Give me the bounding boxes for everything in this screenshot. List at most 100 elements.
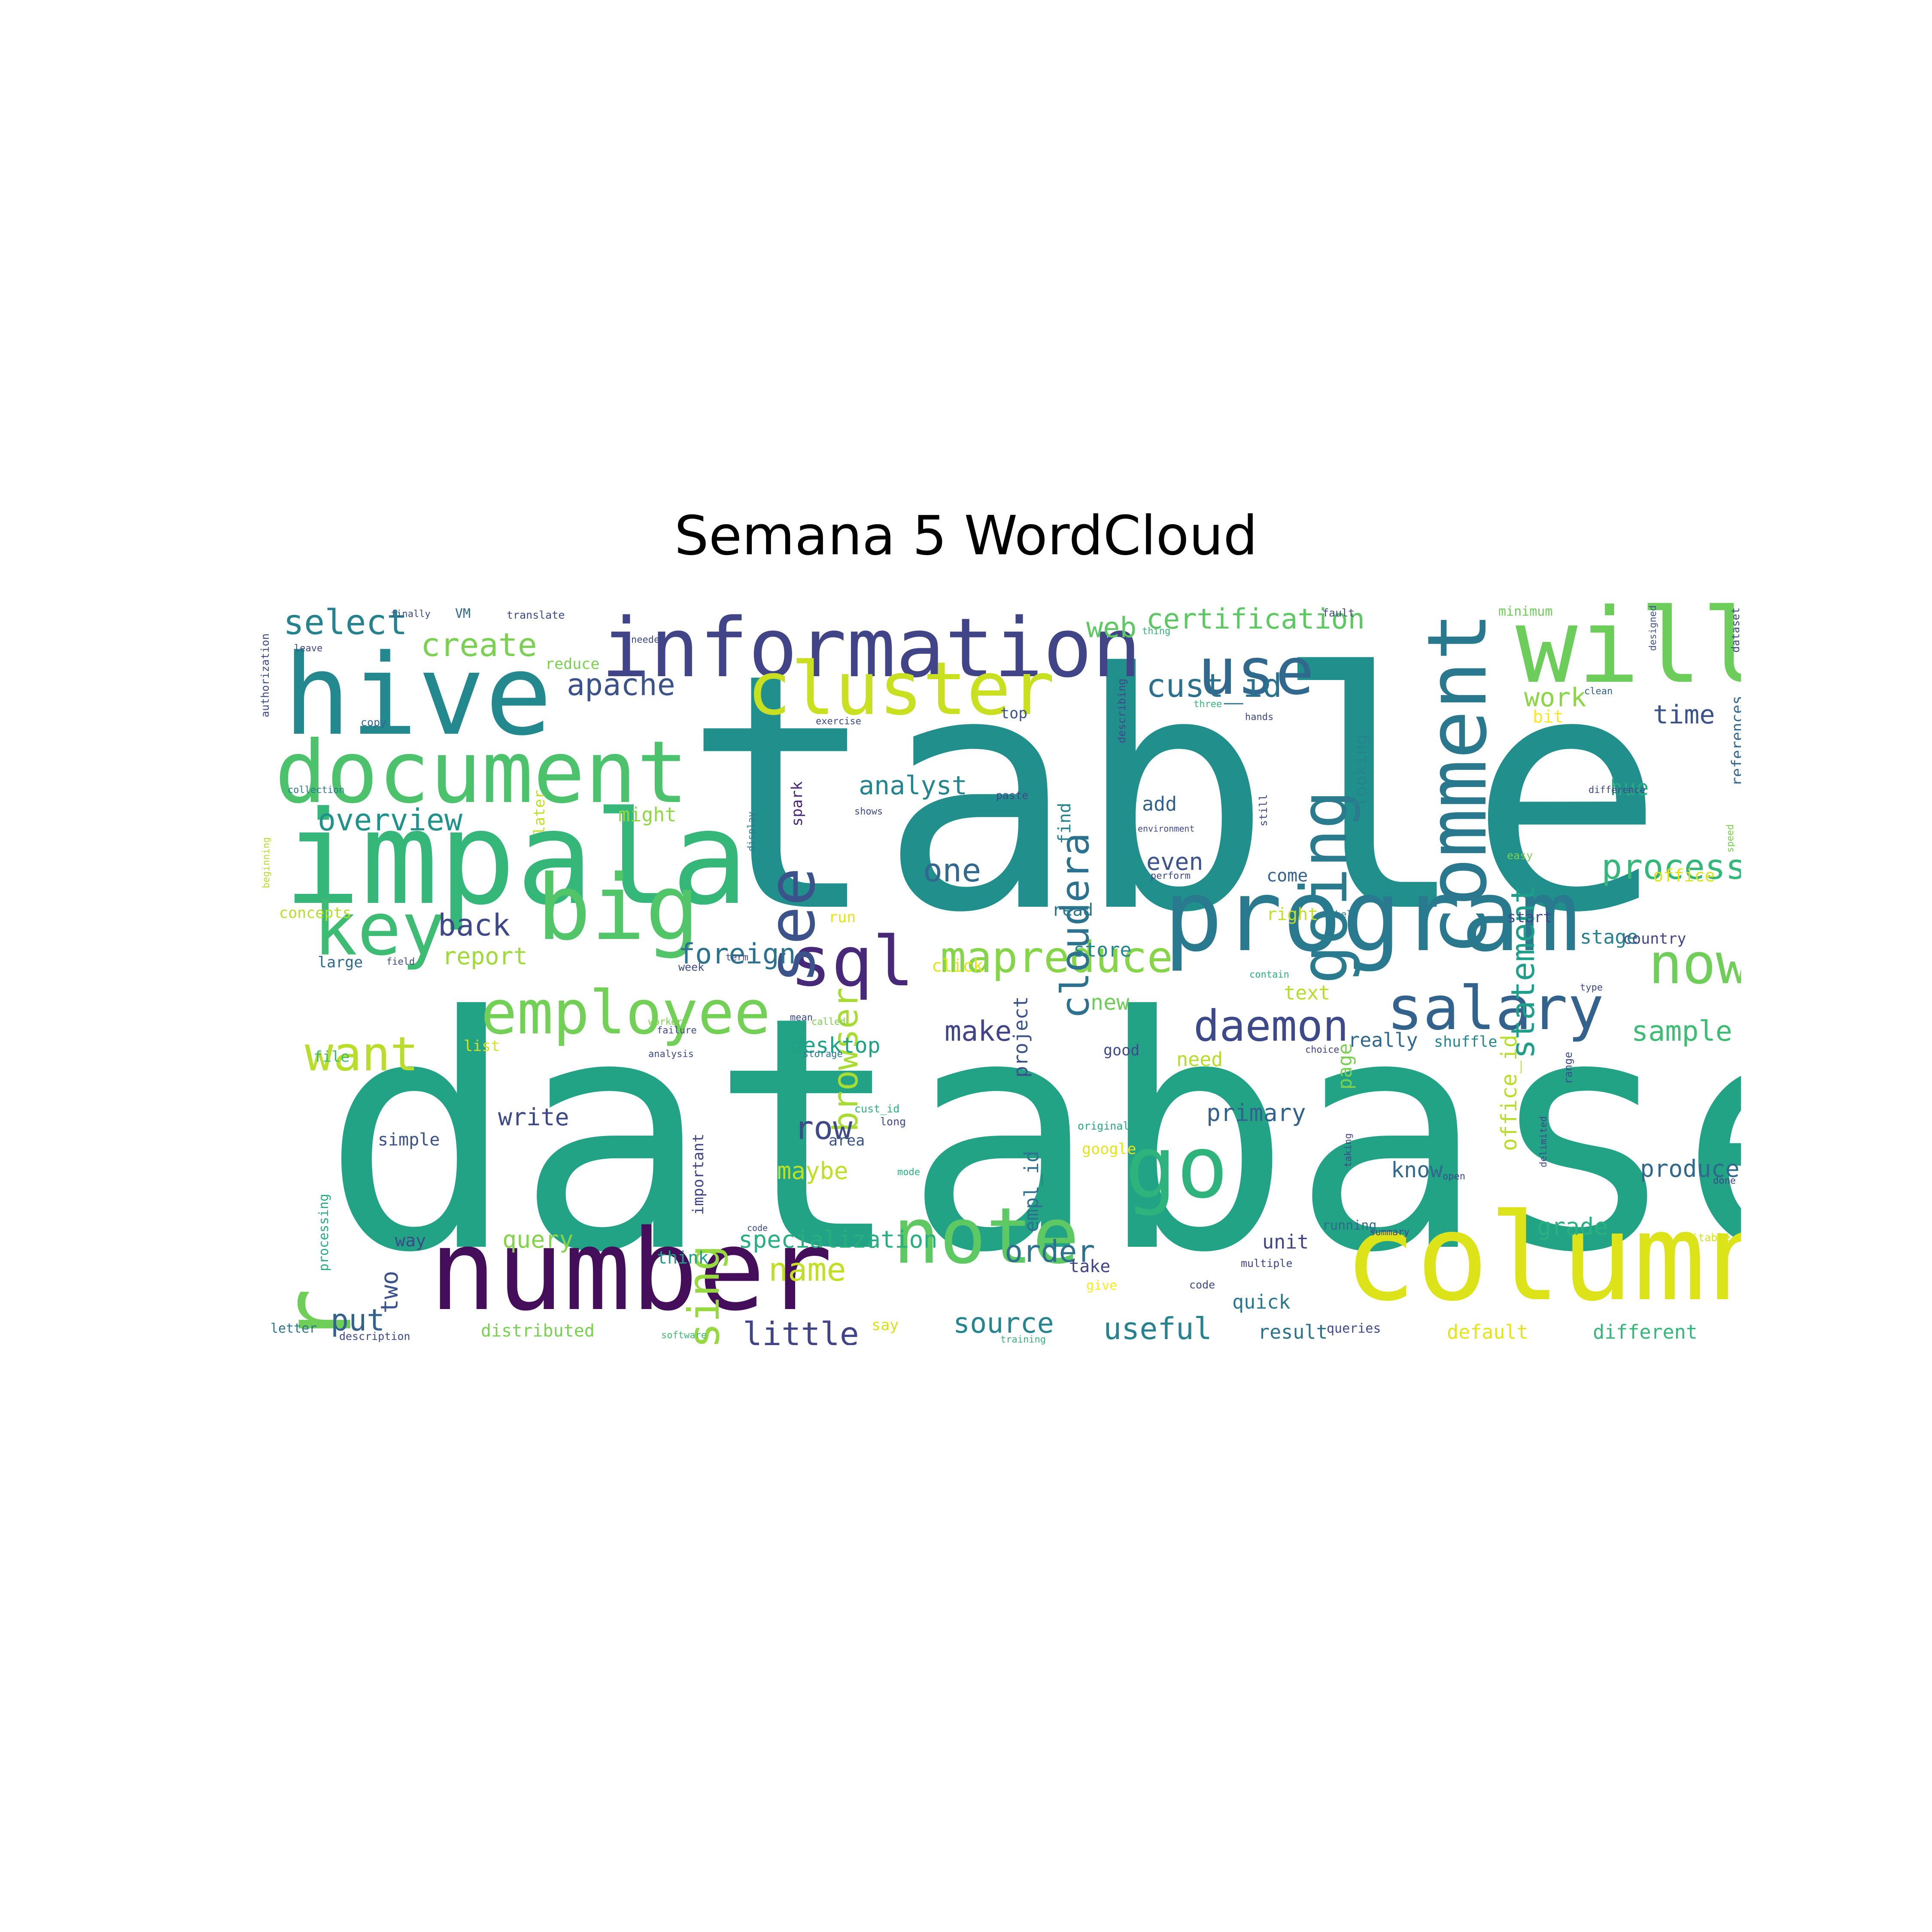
word-shuffle: shuffle [1434, 1033, 1498, 1051]
word-office-id: office_id [1497, 1035, 1522, 1151]
word-suitable: suitable [1679, 1231, 1731, 1244]
word-say: say [872, 1317, 899, 1334]
word-make: make [945, 1015, 1012, 1048]
word-find: find [1055, 802, 1075, 844]
word-looking: looking [1351, 734, 1371, 807]
word-little: little [743, 1315, 859, 1346]
word-beginning: beginning [261, 837, 272, 888]
word-shows: shows [854, 806, 883, 817]
word-done: done [1713, 1176, 1736, 1186]
word-default: default [1447, 1321, 1528, 1343]
word-display: display [746, 811, 757, 851]
word-summary: summary [1370, 1227, 1410, 1238]
word-really: really [1348, 1029, 1418, 1051]
word-row: row [794, 1109, 853, 1147]
word-put: put [331, 1303, 385, 1338]
word-later: later [531, 790, 548, 835]
word-hive: hive [283, 631, 553, 760]
word-choice: choice [1305, 1045, 1340, 1055]
word-comment: comment [1410, 612, 1505, 956]
word-note: note [893, 1191, 1079, 1281]
word-read: read [1052, 900, 1094, 920]
word-reduce: reduce [545, 656, 600, 673]
word-foreign: foreign [678, 938, 796, 970]
word-translate: translate [507, 609, 565, 621]
word-maybe: maybe [777, 1157, 848, 1185]
word-back: back [438, 908, 510, 943]
word-report: report [442, 942, 528, 970]
word-document: document [275, 723, 689, 823]
word-needed: needed [631, 635, 665, 645]
word-called: called [811, 1017, 846, 1027]
word-good: good [1103, 1042, 1140, 1059]
word-store: store [1073, 939, 1132, 961]
word-code: code [747, 1223, 768, 1233]
word-hands: hands [1245, 712, 1274, 723]
word-overview: overview [318, 802, 463, 838]
word-type: type [1580, 982, 1603, 993]
word-quick: quick [1232, 1291, 1291, 1313]
word-worker: worker [648, 1017, 683, 1027]
word-help: help [1335, 909, 1358, 920]
word-need: need [1176, 1048, 1223, 1071]
word-describing: describing [1115, 678, 1128, 743]
word-three: three [1194, 699, 1222, 710]
word-work: work [1524, 683, 1586, 713]
word-analyst: analyst [859, 771, 967, 801]
word-certification: certification [1146, 603, 1365, 635]
word-unit: unit [1262, 1230, 1309, 1253]
word-copy: copy [361, 716, 387, 729]
word-two: two [376, 1270, 403, 1313]
word-environment: environment [1138, 823, 1195, 834]
word-salary: salary [1387, 974, 1604, 1044]
word-specialization: specialization [738, 1226, 938, 1253]
word-way: way [395, 1231, 426, 1251]
word-cluster: cluster [747, 647, 1055, 732]
word-term: term [726, 952, 748, 963]
word-one: one [923, 851, 981, 889]
word-desktop: desktop [790, 1033, 881, 1058]
word-area: area [829, 1132, 865, 1149]
word-description: description [339, 1330, 410, 1343]
word-country: country [1623, 930, 1686, 948]
word-employee: employee [481, 978, 771, 1048]
word-analysis: analysis [648, 1049, 694, 1060]
word-now: now [1649, 931, 1741, 996]
word-taking: taking [1343, 1133, 1354, 1167]
word-leave: leave [294, 643, 323, 654]
word-range: range [1562, 1051, 1574, 1084]
word-training: training [1000, 1334, 1046, 1345]
word-program: program [1163, 859, 1580, 974]
word-useful: useful [1103, 1311, 1212, 1345]
word-will: will [1516, 601, 1741, 706]
word-perform: perform [1151, 871, 1191, 881]
word-cust-id: cust_id [1146, 667, 1282, 705]
word-process: process [1601, 847, 1741, 887]
word-number: number [429, 1206, 833, 1336]
word-fault: fault [1322, 607, 1355, 619]
word-storage: storage [803, 1049, 843, 1060]
word-apache: apache [567, 667, 675, 702]
word-use: use [1198, 635, 1314, 709]
word-still: still [1257, 794, 1270, 826]
word-collection: collection [288, 785, 345, 796]
word-field: field [386, 957, 415, 967]
word-queries: queries [1327, 1321, 1381, 1336]
word-hue: hue [1610, 775, 1649, 800]
word-might: might [618, 803, 677, 826]
word-delimited: delimited [1538, 1116, 1549, 1167]
word-multiple: multiple [1241, 1257, 1293, 1270]
word-cloudera: cloudera [1053, 832, 1098, 1019]
word-speed: speed [1725, 824, 1736, 853]
word-dataset: dataset [1729, 607, 1741, 653]
word-mode: mode [897, 1167, 920, 1178]
word-web: web [1086, 612, 1137, 644]
word-want: want [305, 1027, 419, 1081]
word-cluster: cluster [747, 647, 1055, 732]
word-come: come [1267, 866, 1308, 886]
word-know: know [1391, 1157, 1443, 1182]
word-impala: impala [283, 784, 749, 933]
word-big: big [537, 855, 700, 960]
word-produce: produce [1640, 1155, 1740, 1182]
